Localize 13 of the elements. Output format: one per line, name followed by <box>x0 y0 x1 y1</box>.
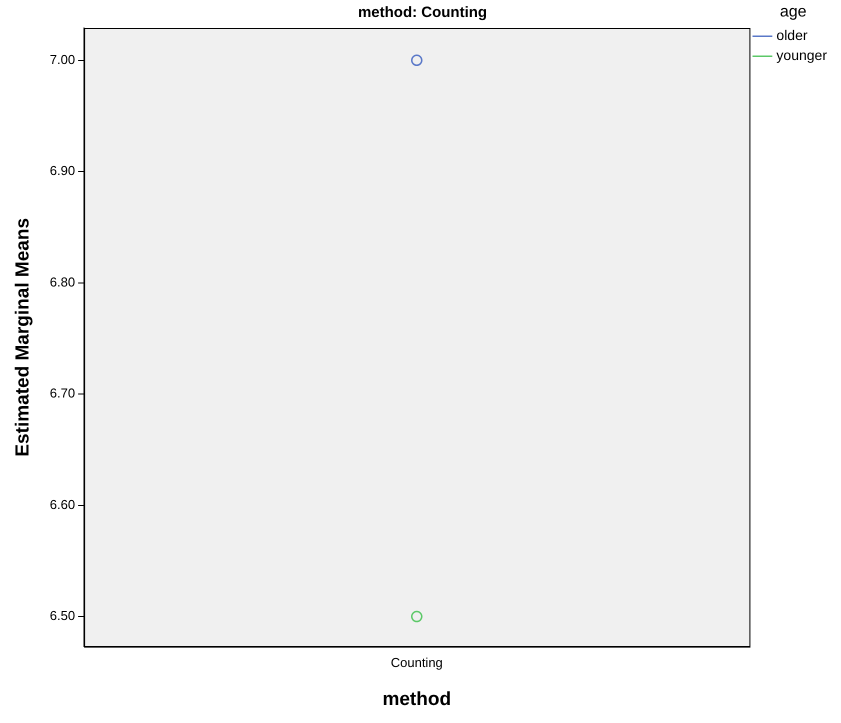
chart-title: method: Counting <box>358 4 488 22</box>
y-tick-label: 6.80 <box>50 274 76 290</box>
legend-label: younger <box>776 47 828 64</box>
legend-label: older <box>776 27 808 44</box>
x-axis-title: method <box>382 688 452 710</box>
y-tick-label: 6.60 <box>50 496 76 512</box>
legend-title: age <box>780 3 807 20</box>
y-tick-label: 6.50 <box>50 608 76 624</box>
y-tick-label: 7.00 <box>50 52 76 67</box>
y-tick-label: 6.90 <box>50 163 76 178</box>
y-axis-title: Estimated Marginal Means <box>12 218 34 457</box>
y-tick-label: 6.70 <box>50 386 76 401</box>
x-tick-label: Counting <box>390 654 443 670</box>
